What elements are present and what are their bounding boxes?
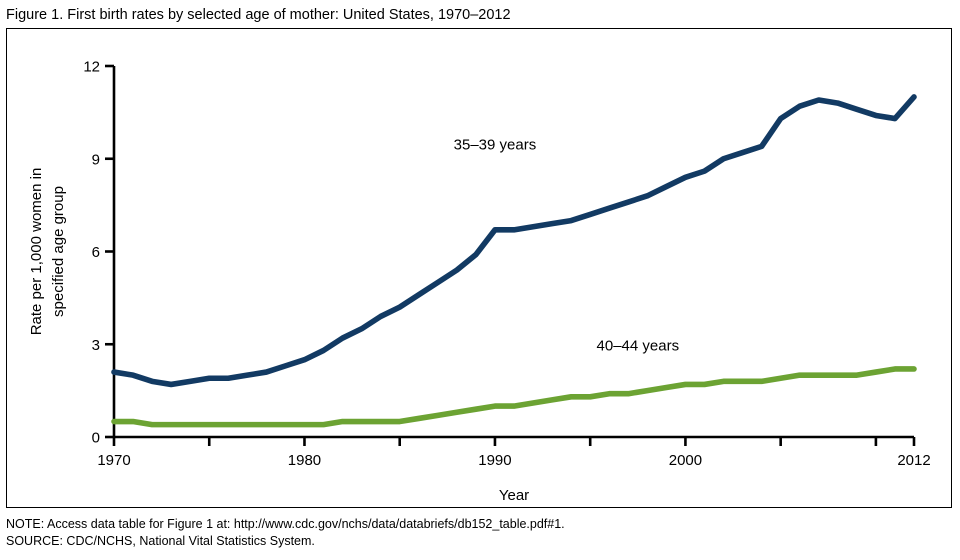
series-line-40-44 (111, 366, 917, 428)
note-text: NOTE: Access data table for Figure 1 at:… (6, 517, 565, 531)
x-tick-label-2012: 2012 (897, 452, 930, 469)
series-label-40-44: 40–44 years (597, 337, 680, 354)
x-axis-title: Year (499, 487, 529, 504)
y-tick-label-6: 6 (92, 244, 100, 261)
figure-title: Figure 1. First birth rates by selected … (6, 7, 511, 23)
x-tick-label-2000: 2000 (669, 452, 702, 469)
series-line-35-39 (111, 94, 917, 388)
x-tick-label-1980: 1980 (288, 452, 321, 469)
source-text: SOURCE: CDC/NCHS, National Vital Statist… (6, 534, 315, 548)
footnotes: NOTE: Access data table for Figure 1 at:… (6, 516, 565, 550)
series-label-35-39: 35–39 years (454, 136, 537, 153)
y-axis-title-line1: Rate per 1,000 women in (28, 168, 45, 336)
y-axis-title-line2: specified age group (50, 186, 67, 317)
chart-frame: 0 3 6 9 12 1970 1980 1990 2000 2012 Year Rate per 1… (6, 28, 952, 508)
x-tick-label-1970: 1970 (97, 452, 130, 469)
y-tick-label-0: 0 (92, 430, 100, 447)
y-tick-label-3: 3 (92, 337, 100, 354)
x-tick-label-1990: 1990 (478, 452, 511, 469)
y-tick-label-9: 9 (92, 151, 100, 168)
y-tick-label-12: 12 (83, 59, 100, 76)
chart-plot: 0 3 6 9 12 1970 1980 1990 2000 2012 Year Rate per 1… (28, 59, 931, 505)
